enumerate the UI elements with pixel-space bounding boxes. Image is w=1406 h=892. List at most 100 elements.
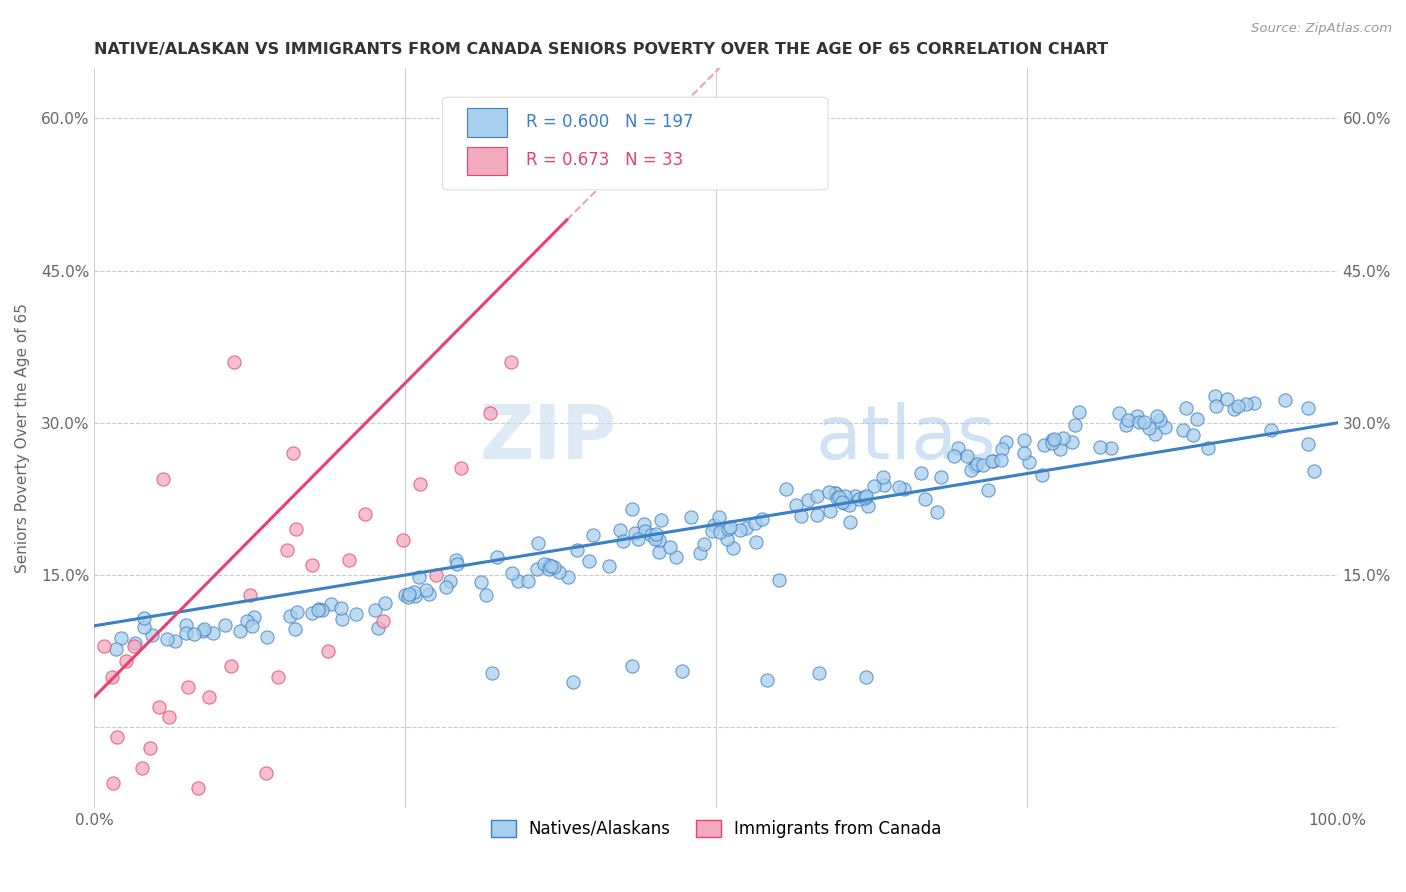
Point bbox=[1243, 395, 1265, 409]
Point bbox=[627, 532, 650, 546]
Point bbox=[744, 516, 766, 531]
Point bbox=[1040, 436, 1063, 450]
Point bbox=[609, 524, 631, 538]
Point bbox=[856, 499, 879, 513]
Point bbox=[1064, 417, 1087, 432]
Point bbox=[659, 540, 682, 554]
Point bbox=[308, 601, 330, 615]
Point bbox=[110, 631, 132, 645]
Point bbox=[1274, 393, 1296, 408]
Point bbox=[834, 489, 856, 503]
Point bbox=[139, 740, 162, 755]
Point bbox=[1128, 415, 1150, 429]
Point bbox=[633, 517, 655, 532]
Point bbox=[165, 634, 187, 648]
Point bbox=[1234, 396, 1257, 410]
Point bbox=[236, 614, 259, 628]
Point bbox=[193, 622, 215, 636]
Point bbox=[648, 544, 671, 558]
Point bbox=[548, 565, 571, 579]
Text: atlas: atlas bbox=[815, 401, 997, 475]
Point bbox=[1099, 441, 1122, 455]
Point bbox=[728, 524, 751, 538]
Point bbox=[364, 602, 387, 616]
Point bbox=[396, 591, 419, 605]
Point bbox=[703, 518, 725, 533]
Point bbox=[990, 453, 1012, 467]
Point bbox=[134, 610, 156, 624]
Point bbox=[1031, 467, 1053, 482]
Text: R = 0.600   N = 197: R = 0.600 N = 197 bbox=[526, 112, 693, 131]
Point bbox=[1040, 433, 1063, 447]
Point bbox=[538, 558, 561, 572]
Point bbox=[1060, 435, 1083, 450]
Point bbox=[1146, 409, 1168, 423]
Point bbox=[756, 673, 779, 687]
Point bbox=[620, 659, 643, 673]
Point bbox=[475, 588, 498, 602]
Point bbox=[977, 483, 1000, 497]
Point bbox=[991, 442, 1014, 457]
Point bbox=[972, 458, 994, 473]
Point bbox=[825, 491, 848, 505]
Point bbox=[256, 630, 278, 644]
Point bbox=[887, 480, 910, 494]
Point bbox=[1143, 427, 1166, 442]
Point bbox=[1260, 423, 1282, 437]
Point bbox=[910, 466, 932, 480]
Point bbox=[824, 486, 846, 500]
Point bbox=[229, 624, 252, 638]
Point bbox=[148, 700, 170, 714]
Point bbox=[486, 549, 509, 564]
Point bbox=[316, 644, 339, 658]
Point bbox=[1052, 431, 1074, 445]
Point bbox=[598, 558, 620, 573]
Point bbox=[853, 491, 876, 505]
Point bbox=[671, 665, 693, 679]
Point bbox=[533, 557, 555, 571]
Point bbox=[1204, 389, 1226, 403]
Point bbox=[1185, 411, 1208, 425]
Point bbox=[634, 524, 657, 539]
Point bbox=[1296, 437, 1319, 451]
Point bbox=[702, 524, 724, 539]
Point bbox=[709, 525, 731, 540]
Point bbox=[562, 674, 585, 689]
Point bbox=[1137, 421, 1160, 435]
Point bbox=[278, 608, 301, 623]
Point bbox=[214, 617, 236, 632]
Text: ZIP: ZIP bbox=[479, 401, 617, 475]
Point bbox=[415, 583, 437, 598]
Point bbox=[1018, 455, 1040, 469]
Point bbox=[499, 355, 522, 369]
Point bbox=[1149, 413, 1171, 427]
FancyBboxPatch shape bbox=[443, 97, 828, 190]
Point bbox=[735, 521, 758, 535]
Text: R = 0.673   N = 33: R = 0.673 N = 33 bbox=[526, 152, 683, 169]
Bar bbox=[467, 109, 508, 136]
Point bbox=[692, 536, 714, 550]
Point bbox=[963, 459, 986, 474]
Point bbox=[1182, 428, 1205, 442]
Point bbox=[1205, 399, 1227, 413]
Point bbox=[450, 461, 472, 475]
Point bbox=[222, 355, 245, 369]
Point bbox=[240, 619, 263, 633]
Point bbox=[855, 669, 877, 683]
Point bbox=[176, 617, 198, 632]
Bar bbox=[467, 147, 508, 175]
Point bbox=[134, 620, 156, 634]
Point bbox=[1153, 420, 1175, 434]
Point bbox=[344, 607, 367, 621]
Point bbox=[873, 477, 896, 491]
Point bbox=[785, 498, 807, 512]
Point bbox=[408, 570, 430, 584]
Point bbox=[478, 406, 501, 420]
Point bbox=[716, 532, 738, 546]
Point bbox=[863, 479, 886, 493]
Point bbox=[481, 666, 503, 681]
Point bbox=[219, 659, 242, 673]
Point bbox=[391, 533, 413, 547]
Point bbox=[187, 781, 209, 796]
Point bbox=[131, 761, 153, 775]
